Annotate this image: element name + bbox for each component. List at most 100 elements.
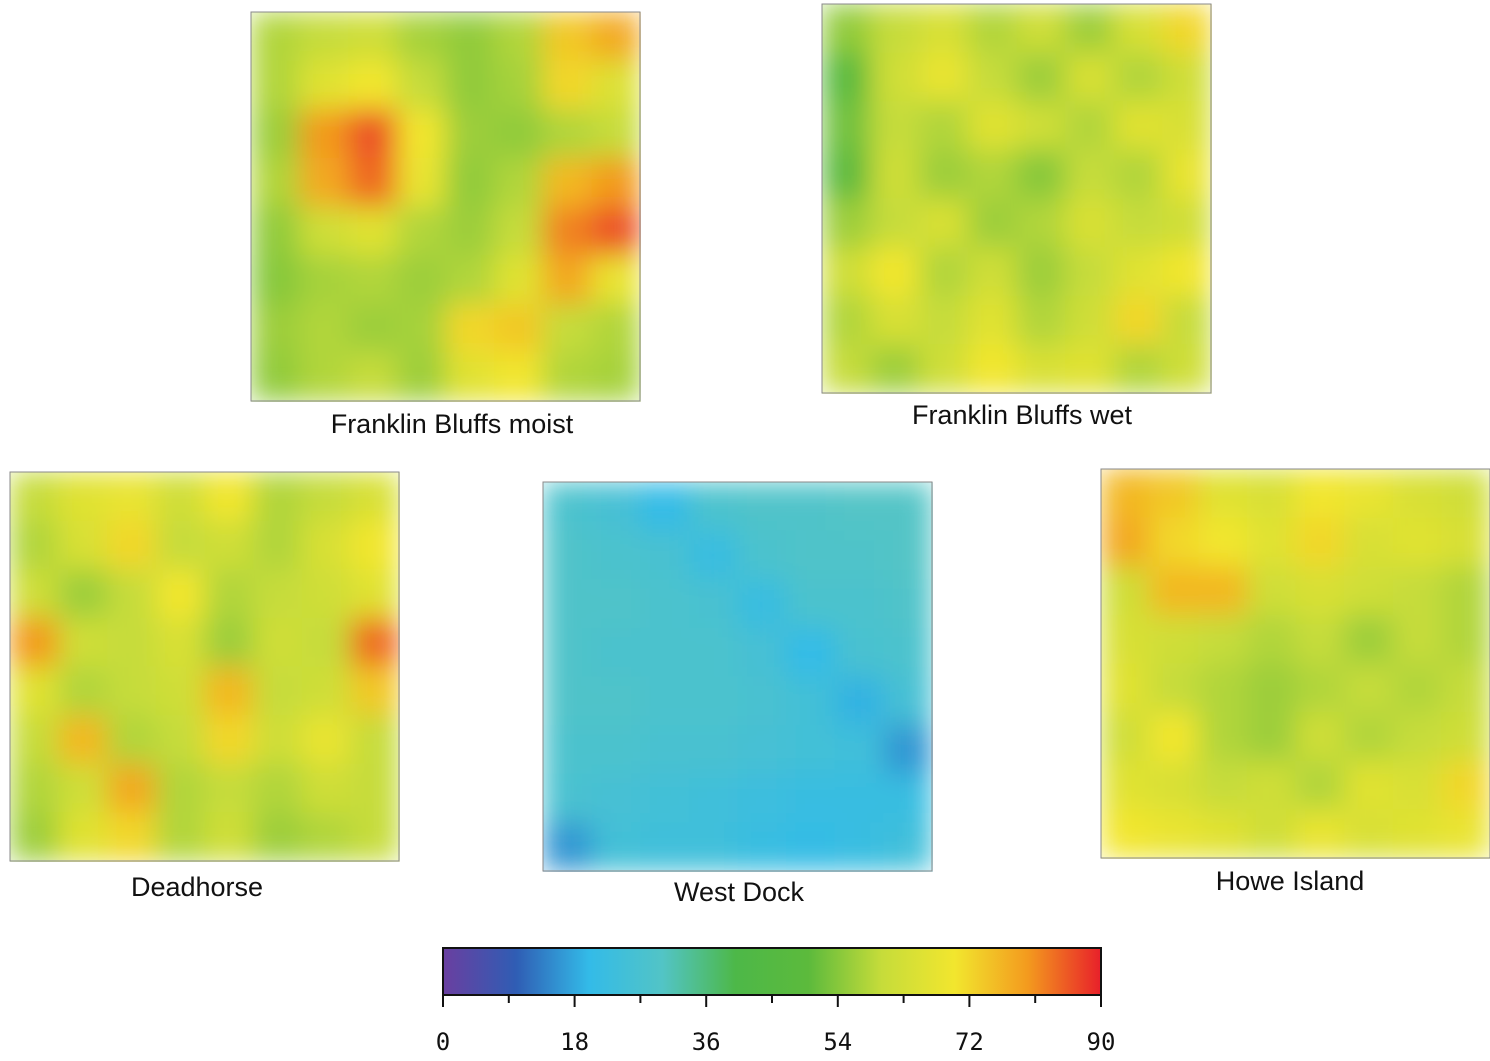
- heatmap-cell: [1065, 344, 1115, 394]
- heatmap-cell: [1101, 712, 1151, 762]
- heatmap-cell: [822, 4, 872, 54]
- heatmap-cell: [1344, 712, 1394, 762]
- heatmap-cell: [1113, 149, 1163, 200]
- heatmap-cell: [10, 812, 60, 862]
- heatmap-cell: [1295, 663, 1345, 713]
- heatmap-cell: [1198, 469, 1248, 519]
- heatmap-cell: [10, 569, 60, 619]
- heatmap-cell: [883, 676, 933, 726]
- heatmap-cell: [10, 715, 60, 765]
- heatmap-cell: [640, 627, 690, 678]
- heatmap-cell: [1101, 469, 1151, 519]
- heatmap-cell: [1198, 809, 1248, 859]
- heatmap-cell: [1344, 517, 1394, 567]
- heatmap-cell: [834, 822, 884, 872]
- heatmap-cell: [301, 666, 351, 716]
- heatmap-cell: [350, 763, 400, 813]
- heatmap-cell: [299, 255, 349, 305]
- heatmap-cell: [1162, 295, 1212, 345]
- heatmap-cell: [822, 344, 872, 394]
- heatmap-cell: [688, 579, 739, 629]
- heatmap-cell: [640, 725, 690, 775]
- heatmap-cell: [1113, 344, 1163, 394]
- heatmap-cell: [445, 109, 495, 159]
- heatmap-cell: [494, 60, 544, 110]
- heatmap-cell: [640, 530, 690, 580]
- heatmap-cell: [445, 303, 495, 353]
- heatmap-cell: [1295, 517, 1345, 567]
- heatmap-cell: [348, 157, 398, 208]
- heatmap-cell: [1441, 469, 1490, 519]
- heatmap-cell: [107, 569, 157, 619]
- heatmap-cell: [1246, 760, 1297, 810]
- heatmap-cell: [350, 617, 400, 668]
- heatmap-cell: [1113, 101, 1163, 151]
- heatmap-cell: [1101, 663, 1151, 713]
- heatmap-cell: [253, 763, 303, 813]
- heatmap-cell: [1295, 614, 1345, 665]
- heatmap-cell: [10, 520, 60, 570]
- heatmap-cell: [396, 60, 447, 110]
- heatmap-cell: [251, 60, 301, 110]
- heatmap-cell: [348, 255, 398, 305]
- heatmap-cell: [1113, 198, 1163, 248]
- heatmap-cell: [1149, 809, 1199, 859]
- heatmap-cell: [445, 255, 495, 305]
- heatmap-cell: [204, 763, 254, 813]
- heatmap-cell: [834, 627, 884, 678]
- heatmap-cell: [919, 198, 969, 248]
- heatmap-cell: [1246, 614, 1297, 665]
- heatmap-cell: [253, 715, 303, 765]
- heatmap-cell: [591, 109, 641, 159]
- heatmap-cell: [494, 109, 544, 159]
- heatmap-cell: [494, 12, 544, 62]
- heatmap-cell: [591, 773, 641, 823]
- heatmap-cell: [1246, 712, 1297, 762]
- heatmap-cell: [1016, 52, 1066, 102]
- heatmap-cell: [1162, 344, 1212, 394]
- heatmap-cell: [1392, 760, 1442, 810]
- heatmap-cell: [348, 352, 398, 402]
- heatmap-cell: [591, 303, 641, 353]
- heatmap-cell: [1441, 809, 1490, 859]
- heatmap-cell: [870, 198, 920, 248]
- heatmap-cell: [1295, 712, 1345, 762]
- heatmap-cell: [543, 822, 593, 872]
- heatmap-cell: [543, 627, 593, 678]
- heatmap-cell: [1149, 517, 1199, 567]
- heatmap-cell: [10, 472, 60, 522]
- heatmap-cell: [155, 520, 206, 570]
- heatmap-cell: [688, 822, 739, 872]
- heatmap-cell: [1198, 712, 1248, 762]
- heatmap-cell: [1392, 517, 1442, 567]
- heatmap-cell: [688, 482, 739, 532]
- heatmap-cell: [1441, 760, 1490, 810]
- heatmap-cell: [445, 12, 495, 62]
- heatmap-cell: [1016, 101, 1066, 151]
- heatmap-cell: [870, 4, 920, 54]
- heatmap-cell: [1101, 566, 1151, 616]
- heatmap-cell: [834, 482, 884, 532]
- heatmap-cell: [737, 579, 787, 629]
- heatmap-cell: [543, 530, 593, 580]
- heatmap-cell: [870, 149, 920, 200]
- heatmap-cell: [786, 627, 836, 678]
- heatmap-cell: [822, 198, 872, 248]
- heatmap-cell: [1065, 101, 1115, 151]
- heatmap-cell: [251, 109, 301, 159]
- heatmap-cell: [542, 12, 592, 62]
- heatmap-cell: [299, 12, 349, 62]
- heatmap-cell: [301, 569, 351, 619]
- heatmap-cell: [737, 725, 787, 775]
- panel-border: [1100, 468, 1490, 859]
- heatmap-cell: [591, 482, 641, 532]
- heatmap-cell: [542, 352, 592, 402]
- heatmap-cell: [350, 472, 400, 522]
- heatmap-cell: [688, 725, 739, 775]
- heatmap-cell: [542, 206, 592, 256]
- heatmap-cell: [822, 295, 872, 345]
- heatmap-cell: [1392, 469, 1442, 519]
- heatmap-cell: [155, 763, 206, 813]
- heatmap-cell: [870, 101, 920, 151]
- heatmap-cell: [822, 149, 872, 200]
